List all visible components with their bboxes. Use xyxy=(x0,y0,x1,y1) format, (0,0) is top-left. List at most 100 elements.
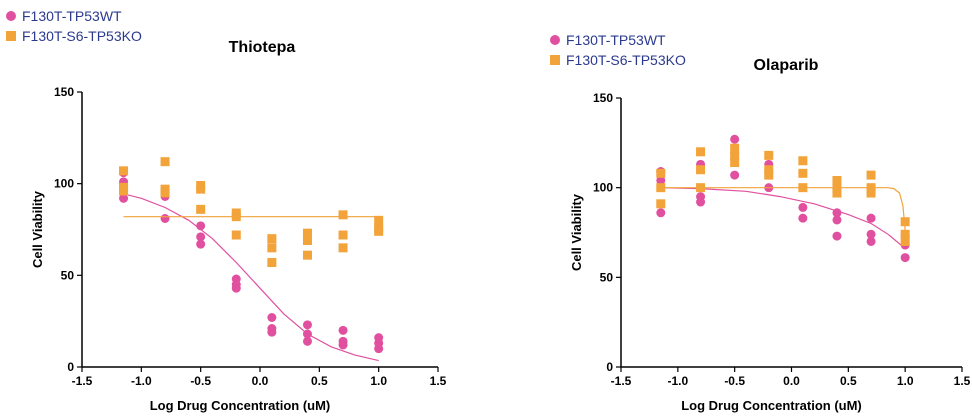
circle-marker-icon xyxy=(550,35,560,45)
y-axis-label: Cell Viability xyxy=(30,190,45,268)
data-point xyxy=(656,175,666,185)
data-point xyxy=(798,156,808,166)
legend: F130T-TP53WT F130T-S6-TP53KO xyxy=(550,30,686,70)
data-point xyxy=(764,150,774,160)
data-point xyxy=(866,183,876,193)
data-point xyxy=(196,232,206,242)
data-point xyxy=(798,168,808,178)
data-point xyxy=(302,236,312,245)
data-point xyxy=(764,170,774,180)
data-point xyxy=(656,208,666,218)
x-tick-label: -1.0 xyxy=(131,374,152,388)
data-point xyxy=(866,213,876,223)
x-tick-label: 1.0 xyxy=(370,374,387,388)
data-point xyxy=(338,230,348,240)
data-point xyxy=(267,258,277,267)
x-tick-label: 1.5 xyxy=(954,374,971,388)
y-tick-label: 100 xyxy=(54,177,74,191)
data-point xyxy=(231,212,241,222)
data-point xyxy=(374,344,384,354)
x-tick-label: -1.5 xyxy=(72,374,93,388)
data-point xyxy=(900,236,910,246)
data-point xyxy=(832,175,842,185)
olaparib-panel: F130T-TP53WT F130T-S6-TP53KO Olaparib -1.… xyxy=(486,0,972,417)
data-point xyxy=(656,168,666,178)
data-point xyxy=(231,283,241,293)
data-point xyxy=(196,184,206,194)
x-tick-label: -1.5 xyxy=(611,374,632,388)
data-point xyxy=(900,217,910,227)
thiotepa-panel: F130T-TP53WT F130T-S6-TP53KO Thiotepa -1.… xyxy=(6,6,447,413)
olaparib-chart: Olaparib -1.5 -1.0 -0.5 0.0 0.5 1.0 1.5 0 50 100 15… xyxy=(569,57,971,413)
data-point xyxy=(338,243,348,253)
data-point xyxy=(196,204,206,214)
data-point xyxy=(900,253,910,263)
square-marker-icon xyxy=(6,31,16,41)
x-axis-label: Log Drug Concentration (uM) xyxy=(681,398,862,413)
data-point xyxy=(267,243,277,253)
x-tick-label: -0.5 xyxy=(724,374,745,388)
legend-item-ko: F130T-S6-TP53KO xyxy=(550,50,686,70)
data-point xyxy=(160,188,170,198)
chart-title: Olaparib xyxy=(754,57,819,74)
data-point xyxy=(302,336,312,346)
data-point xyxy=(730,150,740,160)
y-tick-label: 0 xyxy=(606,360,613,374)
legend-label-ko: F130T-S6-TP53KO xyxy=(566,52,686,68)
data-point xyxy=(231,230,241,240)
data-point xyxy=(338,210,348,220)
y-tick-label: 50 xyxy=(600,270,614,284)
x-tick-label: 1.0 xyxy=(897,374,914,388)
data-point xyxy=(656,199,666,209)
data-point xyxy=(832,208,842,218)
x-tick-label: 0.0 xyxy=(252,374,269,388)
legend-item-ko: F130T-S6-TP53KO xyxy=(6,26,142,46)
thiotepa-chart: Thiotepa -1.5 -1.0 -0.5 0.0 0.5 1.0 1.5 0 50 100 15… xyxy=(30,39,447,413)
y-tick-label: 100 xyxy=(593,181,613,195)
data-point xyxy=(832,215,842,225)
fit-curve xyxy=(660,187,906,231)
data-point xyxy=(730,134,740,144)
data-point xyxy=(302,329,312,339)
x-tick-label: -0.5 xyxy=(190,374,211,388)
data-point xyxy=(900,229,910,239)
data-point xyxy=(832,231,842,241)
x-tick-label: 1.5 xyxy=(430,374,447,388)
data-point xyxy=(866,236,876,246)
data-point xyxy=(302,250,312,260)
x-tick-label: 0.5 xyxy=(840,374,857,388)
data-point xyxy=(267,327,277,337)
fit-curve xyxy=(660,187,906,250)
data-point xyxy=(160,214,170,223)
y-tick-label: 150 xyxy=(593,91,613,105)
legend-label-wt: F130T-TP53WT xyxy=(22,8,122,24)
data-point xyxy=(866,170,876,180)
data-point xyxy=(196,239,206,249)
x-axis-label: Log Drug Concentration (uM) xyxy=(150,398,331,413)
data-point xyxy=(798,202,808,212)
data-point xyxy=(798,213,808,223)
legend-item-wt: F130T-TP53WT xyxy=(550,30,686,50)
data-point xyxy=(119,186,129,196)
data-point xyxy=(696,165,706,175)
data-point xyxy=(656,183,666,193)
x-tick-label: 0.0 xyxy=(783,374,800,388)
x-tick-label: 0.5 xyxy=(311,374,328,388)
data-point xyxy=(866,229,876,239)
data-point xyxy=(160,157,170,167)
data-point xyxy=(338,325,348,335)
legend: F130T-TP53WT F130T-S6-TP53KO xyxy=(6,6,142,46)
y-axis-label: Cell Viability xyxy=(569,193,584,271)
square-marker-icon xyxy=(550,55,560,65)
data-point xyxy=(696,147,706,157)
data-point xyxy=(730,158,740,168)
data-point xyxy=(696,197,706,207)
data-point xyxy=(119,193,129,203)
data-point xyxy=(832,188,842,198)
data-point xyxy=(798,183,808,193)
y-tick-label: 0 xyxy=(67,360,74,374)
data-point xyxy=(866,188,876,198)
data-point xyxy=(302,320,312,330)
x-tick-label: -1.0 xyxy=(667,374,688,388)
data-point xyxy=(374,226,384,236)
